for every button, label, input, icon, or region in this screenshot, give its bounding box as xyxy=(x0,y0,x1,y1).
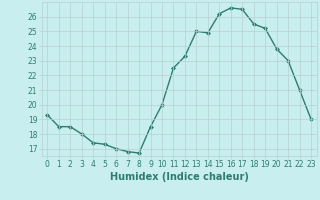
X-axis label: Humidex (Indice chaleur): Humidex (Indice chaleur) xyxy=(110,172,249,182)
